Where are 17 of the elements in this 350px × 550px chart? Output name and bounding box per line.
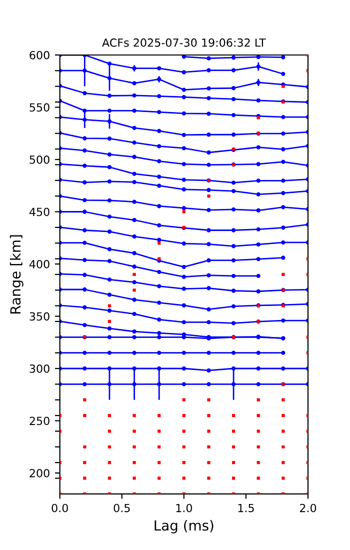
- y-tick-label: 400: [29, 260, 50, 268]
- x-axis-title: Lag (ms): [154, 520, 214, 534]
- y-tick-label: 450: [29, 208, 50, 216]
- y-tick-label: 600: [30, 50, 50, 60]
- x-tick-label: 1.5: [238, 504, 254, 512]
- chart-title: ACFs 2025-07-30 19:06:32 LT: [102, 38, 266, 47]
- x-tick-label: 1.0: [176, 504, 192, 512]
- x-tick-label: 2.0: [300, 504, 316, 512]
- x-tick-label: 0.5: [114, 504, 130, 512]
- y-tick-label: 350: [30, 312, 50, 321]
- y-axis-title: Range [km]: [10, 235, 24, 314]
- y-tick-label: 200: [30, 468, 50, 478]
- y-tick-label: 300: [30, 364, 50, 373]
- x-tick-label: 0.0: [52, 504, 68, 512]
- y-tick-label: 250: [30, 416, 50, 426]
- y-tick-label: 500: [30, 155, 50, 164]
- y-tick-label: 550: [30, 103, 50, 112]
